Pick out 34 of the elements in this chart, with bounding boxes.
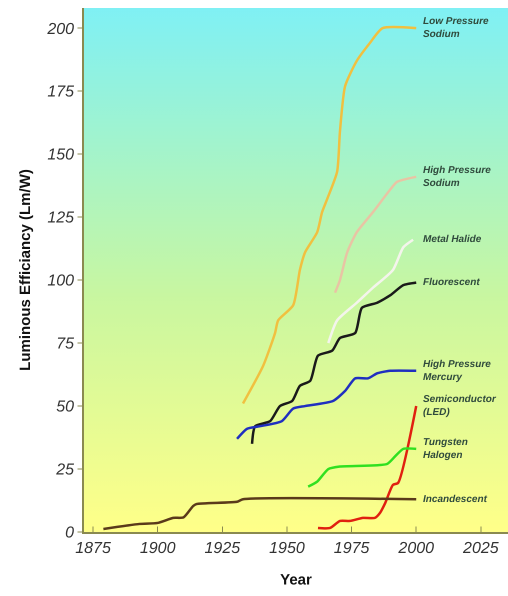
y-tick-label: 75 bbox=[56, 336, 74, 353]
series-label: Fluorescent bbox=[423, 277, 480, 288]
series-label: Tungsten Halogen bbox=[423, 437, 468, 461]
line-series bbox=[236, 369, 418, 440]
x-axis-title: Year bbox=[280, 571, 312, 588]
x-tick-label: 1950 bbox=[269, 540, 305, 557]
x-tick-label: 1925 bbox=[204, 540, 240, 557]
series-label: Metal Halide bbox=[423, 234, 482, 245]
line-series bbox=[316, 404, 418, 530]
line-series bbox=[327, 238, 414, 344]
y-tick-label: 125 bbox=[47, 210, 74, 227]
x-tick-label: 1975 bbox=[334, 540, 370, 557]
y-tick-label: 25 bbox=[55, 462, 74, 479]
x-tick-label: 2025 bbox=[462, 540, 499, 557]
line-series bbox=[102, 496, 418, 530]
x-tick-label: 2000 bbox=[397, 540, 434, 557]
line-series bbox=[306, 447, 418, 488]
y-tick-label: 0 bbox=[65, 524, 74, 542]
line-series bbox=[250, 281, 418, 446]
series-label: Low Pressure Sodium bbox=[423, 16, 490, 40]
y-tick-label: 50 bbox=[56, 398, 74, 416]
y-tick-label: 100 bbox=[47, 272, 74, 290]
series-label: Incandescent bbox=[423, 494, 488, 505]
x-tick-label: 1900 bbox=[140, 540, 176, 557]
x-tick-label: 1875 bbox=[75, 540, 111, 557]
line-series bbox=[242, 26, 418, 405]
y-axis-title: Luminous Efficiancy (Lm/W) bbox=[17, 169, 34, 371]
series-label: High Pressure Mercury bbox=[423, 359, 492, 383]
series-label: Semiconductor (LED) bbox=[423, 394, 497, 418]
y-tick-label: 150 bbox=[47, 146, 74, 164]
y-tick-label: 175 bbox=[47, 84, 74, 101]
series-label: High Pressure Sodium bbox=[423, 165, 492, 189]
line-series bbox=[334, 176, 418, 294]
y-tick-label: 200 bbox=[46, 20, 74, 38]
